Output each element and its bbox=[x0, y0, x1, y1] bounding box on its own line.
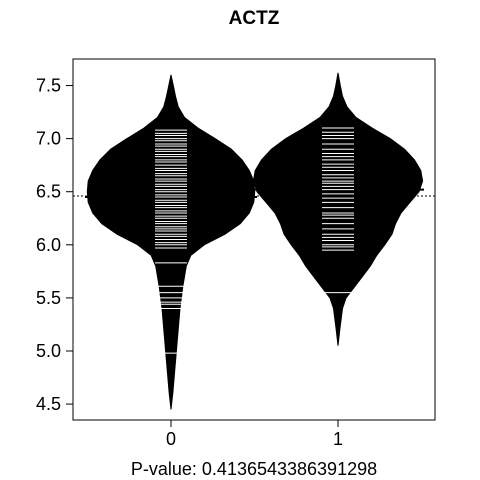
bean-shape-1 bbox=[252, 72, 424, 346]
y-tick-label-6: 7.5 bbox=[36, 76, 61, 96]
y-tick-label-2: 5.5 bbox=[36, 288, 61, 308]
y-tick-label-0: 4.5 bbox=[36, 394, 61, 414]
chart-title: ACTZ bbox=[229, 8, 280, 29]
bean-shape-0 bbox=[86, 74, 256, 410]
beans-layer bbox=[73, 72, 435, 410]
x-tick-label-1: 1 bbox=[333, 429, 343, 449]
y-tick-label-4: 6.5 bbox=[36, 182, 61, 202]
plot-frame bbox=[72, 58, 436, 421]
y-tick-label-1: 5.0 bbox=[36, 341, 61, 361]
x-tick-label-0: 0 bbox=[166, 429, 176, 449]
y-axis: 4.5 5.0 5.5 6.0 6.5 7.0 7.5 bbox=[36, 76, 73, 414]
x-axis-label: P-value: 0.413654338639129​8 bbox=[131, 459, 377, 479]
y-tick-label-3: 6.0 bbox=[36, 235, 61, 255]
y-tick-label-5: 7.0 bbox=[36, 129, 61, 149]
